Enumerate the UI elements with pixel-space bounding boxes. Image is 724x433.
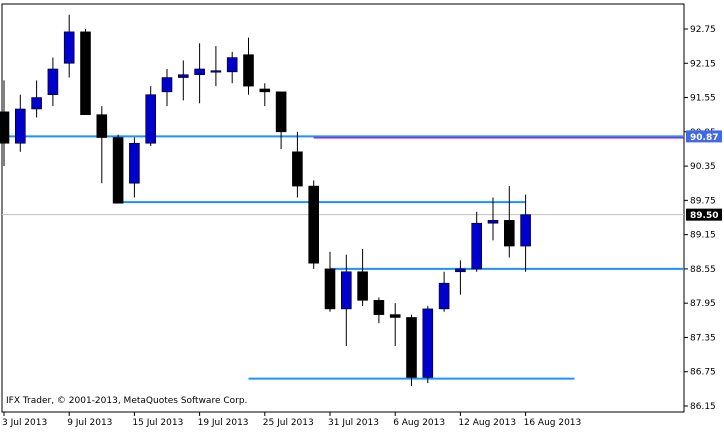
candle-body-bear (324, 268, 336, 310)
candle-body-bull (438, 282, 450, 310)
y-tick-label: 90.35 (690, 162, 716, 172)
y-tick-label: 88.55 (690, 265, 716, 275)
x-tick-label: 6 Aug 2013 (393, 418, 445, 428)
candle-body-bull (487, 220, 499, 224)
candle-body-bull (47, 68, 59, 95)
candle-body-bull (15, 108, 26, 144)
candle-body-bear (308, 185, 320, 264)
x-tick-label: 25 Jul 2013 (263, 418, 314, 428)
candle-body-bull (340, 271, 352, 310)
x-tick-label: 31 Jul 2013 (328, 418, 379, 428)
candle-body-bear (292, 151, 303, 187)
candle-body-bull (422, 308, 434, 378)
y-tick-label: 92.15 (690, 59, 716, 69)
x-tick-label: 9 Jul 2013 (67, 418, 112, 428)
candle-body-bear (112, 137, 124, 204)
candle-body-bull (226, 57, 238, 73)
y-tick-label: 91.55 (690, 94, 716, 104)
plot-frame (1, 3, 685, 413)
y-tick-label: 86.75 (690, 368, 716, 378)
candle-body-bear (406, 317, 417, 378)
price-label-box (686, 208, 722, 221)
x-tick-label: 12 Aug 2013 (458, 418, 516, 428)
candle-body-bull (194, 68, 205, 75)
candle-body-bull (145, 94, 156, 144)
candle-body-bull (455, 268, 466, 273)
y-tick-label: 86.15 (690, 402, 716, 412)
price-label: 89.50 (690, 211, 718, 221)
x-tick-label: 16 Aug 2013 (524, 418, 582, 428)
candle-body-bear (243, 54, 254, 87)
candle-body-bear (0, 111, 10, 144)
y-tick-label: 89.15 (690, 231, 716, 241)
copyright-text: IFX Trader, © 2001-2013, MetaQuotes Soft… (6, 396, 248, 406)
x-tick-label: 19 Jul 2013 (198, 418, 249, 428)
price-label-box (686, 130, 722, 143)
y-tick-label: 89.75 (690, 196, 716, 206)
y-tick-label: 87.95 (690, 299, 716, 309)
candle-body-bear (503, 220, 515, 247)
candle-body-bear (96, 114, 108, 138)
candle-body-bear (275, 91, 287, 133)
candle-body-bear (389, 314, 401, 318)
candle-body-bull (520, 214, 531, 247)
x-tick-label: 3 Jul 2013 (2, 418, 47, 428)
candle-body-bull (178, 74, 189, 78)
price-label: 90.87 (690, 133, 718, 143)
y-tick-label: 92.75 (690, 25, 716, 35)
candle-body-bull (210, 70, 222, 73)
candle-body-bear (80, 31, 91, 115)
candle-body-bull (161, 77, 173, 93)
x-tick-label: 15 Jul 2013 (132, 418, 183, 428)
candle-body-bull (471, 222, 483, 270)
candle-body-bull (31, 97, 42, 110)
y-tick-label: 87.35 (690, 333, 716, 343)
candle-body-bear (373, 300, 385, 315)
candle-body-bear (357, 271, 368, 301)
candle-body-bull (63, 31, 75, 64)
candle-body-bear (259, 88, 271, 93)
candle-body-bull (129, 142, 140, 184)
